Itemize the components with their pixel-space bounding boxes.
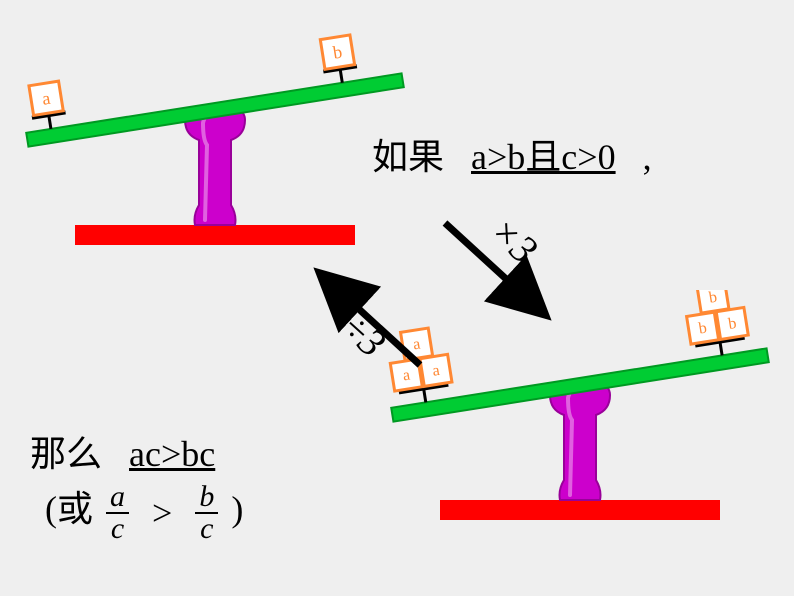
premise-condition: a>b且c>0 xyxy=(471,137,616,177)
conclusion-text: 那么 ac>bc xyxy=(30,425,245,477)
premise-text: 如果 a>b且c>0 , xyxy=(372,128,652,180)
alt-close: ) xyxy=(231,489,243,529)
svg-text:÷3: ÷3 xyxy=(333,304,394,366)
fraction-b-over-c: b c xyxy=(195,482,218,544)
premise-prefix: 如果 xyxy=(372,137,444,177)
fraction-a-over-c: a c xyxy=(106,482,129,544)
diagram-stage: a b a a a b b xyxy=(0,0,794,596)
alt-open: (或 xyxy=(45,489,93,529)
conclusion-prefix: 那么 xyxy=(30,434,102,474)
alt-gt: > xyxy=(152,493,172,533)
premise-suffix: , xyxy=(643,137,652,177)
conclusion-expr: ac>bc xyxy=(129,434,245,474)
alternative-text: (或 a c > b c ) xyxy=(45,480,243,544)
arrows: ×3 ÷3 xyxy=(290,195,570,405)
